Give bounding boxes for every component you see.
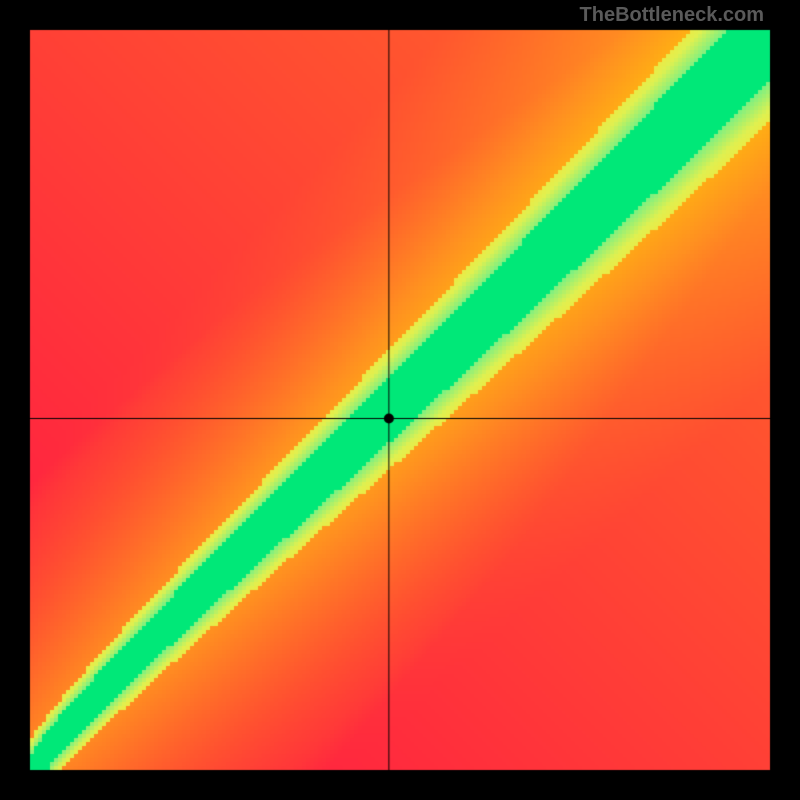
chart-container: TheBottleneck.com bbox=[0, 0, 800, 800]
bottleneck-heatmap bbox=[0, 0, 800, 800]
watermark-text: TheBottleneck.com bbox=[580, 4, 764, 27]
